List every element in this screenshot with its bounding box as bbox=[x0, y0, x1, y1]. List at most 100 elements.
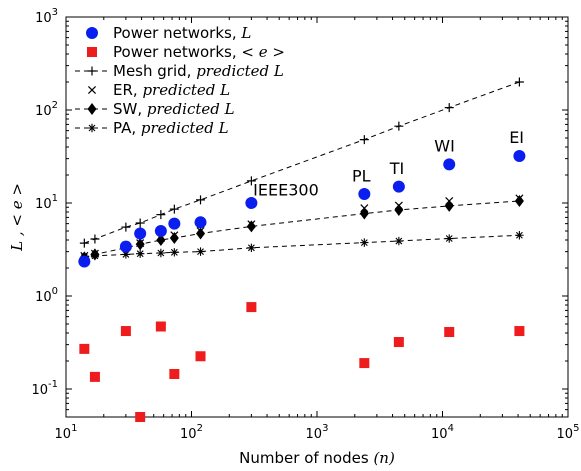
point-diamond bbox=[514, 195, 524, 208]
point-circle bbox=[119, 240, 132, 253]
point-square bbox=[135, 412, 146, 422]
point-circle bbox=[358, 187, 371, 200]
legend-label: Power networks, L bbox=[113, 24, 251, 42]
point-circle bbox=[154, 224, 167, 237]
point-diamond bbox=[169, 232, 179, 245]
point-plus bbox=[156, 210, 166, 220]
point-plus bbox=[90, 234, 100, 244]
point-asterisk bbox=[394, 236, 404, 246]
legend-item: SW, predicted L bbox=[75, 100, 235, 118]
legend-label: Power networks, < e > bbox=[113, 43, 285, 61]
legend-item: PA, predicted L bbox=[75, 119, 229, 137]
point-square bbox=[169, 368, 180, 379]
point-diamond bbox=[156, 234, 166, 247]
point-asterisk bbox=[196, 247, 205, 256]
legend-label-var: predicted L bbox=[147, 100, 235, 118]
x-axis-label: Number of nodes (n) bbox=[239, 449, 395, 467]
point-plus bbox=[121, 222, 131, 232]
point-asterisk bbox=[135, 249, 145, 258]
y-tick-exp: -1 bbox=[48, 379, 58, 390]
point-diamond bbox=[359, 207, 369, 220]
point-plus bbox=[514, 77, 524, 87]
series-line-asterisk bbox=[84, 234, 520, 258]
x-axis-label-var: (n) bbox=[373, 449, 395, 467]
legend-label: ER, predicted L bbox=[113, 81, 230, 99]
point-square bbox=[79, 343, 90, 354]
point-circle bbox=[245, 197, 258, 210]
legend-label-var: predicted L bbox=[142, 81, 230, 99]
x-tick-exp: 3 bbox=[322, 423, 328, 434]
legend-item: Power networks, < e > bbox=[87, 43, 285, 61]
legend-label-text: PA, bbox=[113, 119, 141, 137]
legend-label-var: L bbox=[240, 24, 251, 42]
legend-marker-circle bbox=[86, 27, 98, 39]
x-tick-base: 10 bbox=[431, 427, 448, 442]
point-circle bbox=[78, 255, 91, 268]
x-tick-base: 10 bbox=[557, 427, 574, 442]
point-diamond bbox=[135, 238, 145, 251]
point-diamond bbox=[246, 220, 256, 233]
point-circle bbox=[392, 180, 405, 193]
legend-label-text: SW, bbox=[113, 100, 147, 118]
legend-label: PA, predicted L bbox=[113, 119, 229, 137]
legend-label-text: ER, bbox=[113, 81, 142, 99]
y-tick-base: 10 bbox=[35, 11, 52, 26]
x-tick-base: 10 bbox=[180, 427, 197, 442]
point-asterisk bbox=[515, 231, 524, 240]
y-tick-label: 101 bbox=[35, 193, 58, 212]
point-circle bbox=[194, 216, 207, 229]
y-tick-label: 100 bbox=[35, 286, 58, 305]
legend-marker-plus bbox=[87, 66, 97, 76]
legend-item: Mesh grid, predicted L bbox=[75, 62, 284, 80]
point-square bbox=[195, 351, 206, 362]
point-circle bbox=[513, 150, 526, 163]
y-tick-base: 10 bbox=[35, 197, 52, 212]
y-tick-exp: 3 bbox=[52, 7, 58, 18]
point-square bbox=[155, 321, 166, 332]
point-plus bbox=[79, 238, 89, 248]
y-tick-base: 10 bbox=[31, 383, 48, 398]
y-tick-base: 10 bbox=[35, 104, 52, 119]
legend-marker-x bbox=[87, 85, 97, 95]
legend-item: ER, predicted L bbox=[87, 81, 230, 99]
legend-label-text: Mesh grid, bbox=[113, 62, 196, 80]
point-asterisk bbox=[156, 248, 166, 258]
point-plus bbox=[444, 103, 454, 113]
point-diamond bbox=[394, 204, 404, 217]
point-plus bbox=[246, 176, 256, 186]
y-tick-label: 10-1 bbox=[31, 379, 58, 398]
legend-marker-diamond bbox=[87, 103, 97, 115]
point-annotations: IEEE300 PL TI WI EI bbox=[253, 128, 524, 199]
legend-label-text: Power networks, bbox=[113, 43, 241, 61]
legend-label-var: < e > bbox=[241, 43, 285, 61]
point-annotation: WI bbox=[434, 136, 455, 155]
legend-marker-asterisk bbox=[87, 123, 97, 133]
series-line-plus bbox=[84, 81, 520, 244]
legend-label-var: predicted L bbox=[141, 119, 229, 137]
point-square bbox=[246, 302, 257, 313]
legend-label: Mesh grid, predicted L bbox=[113, 62, 284, 80]
point-asterisk bbox=[247, 243, 256, 252]
point-asterisk bbox=[121, 250, 131, 259]
legend-marker-square bbox=[87, 47, 97, 57]
point-plus bbox=[359, 135, 369, 145]
point-asterisk bbox=[360, 238, 369, 247]
plot-frame-group bbox=[65, 16, 569, 418]
x-tick-exp: 5 bbox=[573, 423, 579, 434]
y-axis-label: L , < e > bbox=[8, 183, 26, 252]
y-tick-base: 10 bbox=[35, 290, 52, 305]
x-tick-label: 101 bbox=[55, 423, 78, 442]
point-diamond bbox=[196, 227, 206, 240]
point-square bbox=[359, 358, 370, 369]
x-tick-exp: 1 bbox=[71, 423, 77, 434]
y-tick-exp: 2 bbox=[52, 100, 58, 111]
x-tick-base: 10 bbox=[306, 427, 323, 442]
point-square bbox=[444, 327, 455, 338]
point-annotation: TI bbox=[389, 159, 405, 178]
x-tick-base: 10 bbox=[55, 427, 72, 442]
point-plus bbox=[169, 204, 179, 214]
point-diamond bbox=[444, 199, 454, 212]
point-square bbox=[120, 326, 131, 337]
